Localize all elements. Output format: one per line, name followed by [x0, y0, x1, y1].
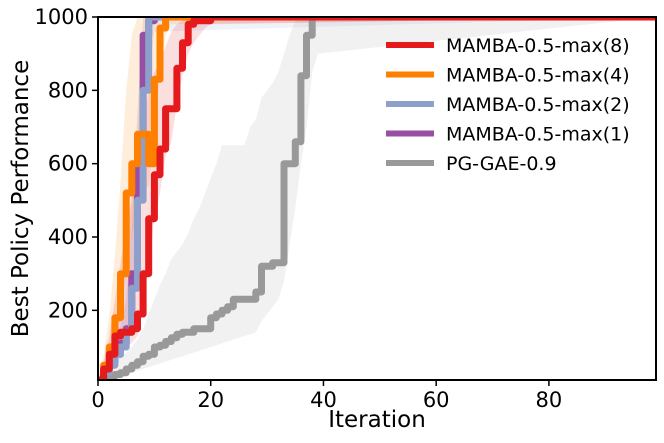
- y-axis-label: Best Policy Performance: [8, 60, 34, 337]
- legend-item-mamba-0-5-max-2: MAMBA-0.5-max(2): [386, 94, 630, 116]
- x-tick-label: 60: [423, 388, 450, 412]
- y-tick-label: 1000: [35, 5, 88, 29]
- y-axis: 200 400 600 800 1000: [35, 5, 98, 322]
- series-lines: [98, 17, 656, 380]
- legend-label: MAMBA-0.5-max(2): [446, 94, 630, 116]
- x-tick-label: 40: [310, 388, 337, 412]
- plot-frame: [97, 16, 657, 381]
- legend-item-mamba-0-5-max-4: MAMBA-0.5-max(4): [386, 65, 630, 87]
- y-tick-label: 200: [48, 298, 88, 322]
- x-axis-label: Iteration: [328, 407, 426, 433]
- y-tick-label: 400: [48, 225, 88, 249]
- legend-item-mamba-0-5-max-1: MAMBA-0.5-max(1): [386, 124, 630, 146]
- legend-item-pg-gae-0-9: PG-GAE-0.9: [386, 153, 557, 175]
- x-axis: 0 20 40 60 80: [91, 380, 562, 412]
- legend-label: MAMBA-0.5-max(8): [446, 35, 630, 57]
- legend-label: MAMBA-0.5-max(1): [446, 124, 630, 146]
- legend-label: MAMBA-0.5-max(4): [446, 65, 630, 87]
- x-tick-label: 20: [197, 388, 224, 412]
- y-tick-label: 800: [48, 78, 88, 102]
- band-pg-gae-0-9: [98, 17, 656, 380]
- line-mamba-0-5-max-8: [98, 17, 656, 380]
- line-mamba-0-5-max-4: [98, 17, 656, 380]
- line-pg-gae-0-9: [98, 17, 656, 380]
- y-tick-label: 600: [48, 152, 88, 176]
- x-tick-label: 0: [91, 388, 104, 412]
- legend-label: PG-GAE-0.9: [446, 153, 557, 175]
- legend: MAMBA-0.5-max(8) MAMBA-0.5-max(4) MAMBA-0.…: [386, 35, 630, 175]
- band-mamba-0-5-max-4: [98, 17, 656, 380]
- legend-item-mamba-0-5-max-8: MAMBA-0.5-max(8): [386, 35, 630, 57]
- confidence-bands: [98, 17, 656, 380]
- x-tick-label: 80: [536, 388, 563, 412]
